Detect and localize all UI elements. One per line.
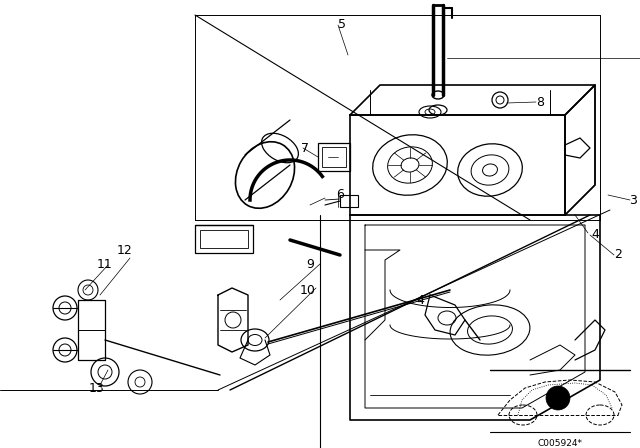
Bar	[195, 225, 253, 253]
Text: 4: 4	[591, 228, 599, 241]
Bar	[340, 195, 358, 207]
Text: 4: 4	[416, 293, 424, 306]
Text: 9: 9	[306, 258, 314, 271]
Bar	[200, 230, 248, 248]
Text: 11: 11	[97, 258, 113, 271]
Text: 12: 12	[117, 244, 133, 257]
Bar	[318, 143, 350, 171]
Text: 13: 13	[89, 382, 105, 395]
Text: 5: 5	[338, 18, 346, 31]
Ellipse shape	[401, 158, 419, 172]
Text: 8: 8	[536, 95, 544, 108]
Text: 7: 7	[301, 142, 309, 155]
Text: 3: 3	[629, 194, 637, 207]
Text: 2: 2	[614, 249, 622, 262]
Text: 10: 10	[300, 284, 316, 297]
Circle shape	[546, 386, 570, 410]
Text: 6: 6	[336, 189, 344, 202]
Ellipse shape	[483, 164, 497, 176]
Bar	[322, 147, 346, 167]
Text: C005924*: C005924*	[538, 439, 582, 448]
